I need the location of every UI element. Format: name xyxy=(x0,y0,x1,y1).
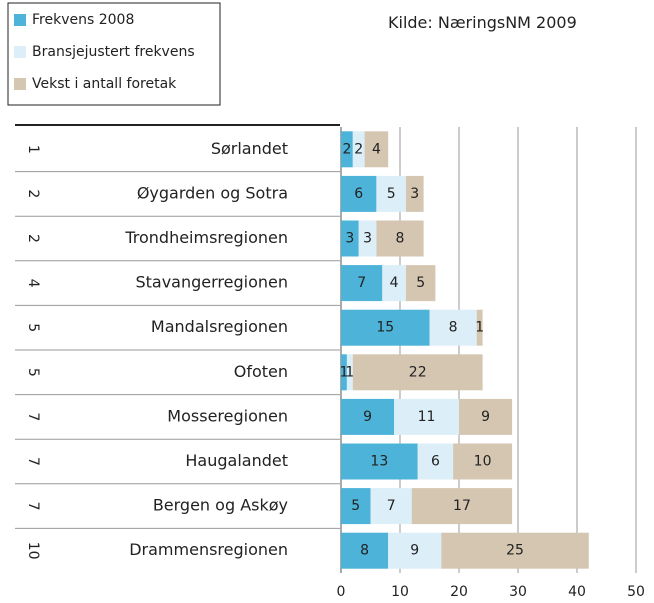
data-label: 9 xyxy=(481,409,490,425)
data-label: 7 xyxy=(357,275,366,291)
data-label: 11 xyxy=(418,409,436,425)
x-tick-label: 30 xyxy=(509,584,527,600)
bar-segment xyxy=(459,398,513,435)
rank-label: 5 xyxy=(25,323,41,332)
legend-box xyxy=(7,2,221,106)
bar-segment xyxy=(370,488,412,525)
bar-segment xyxy=(341,354,347,391)
data-label: 4 xyxy=(372,141,381,157)
legend-swatch xyxy=(14,14,26,26)
category-label: Mandalsregionen xyxy=(151,317,288,336)
bar-segment xyxy=(352,354,483,391)
bar-segment xyxy=(341,443,418,480)
bar-segment xyxy=(341,220,359,257)
category-label: Mosseregionen xyxy=(167,406,288,425)
bar-segment xyxy=(341,488,371,525)
rank-label: 2 xyxy=(25,234,41,243)
category-label: Haugalandet xyxy=(185,451,288,470)
data-label: 1 xyxy=(475,320,484,336)
bar-segment xyxy=(394,398,459,435)
data-label: 22 xyxy=(409,364,427,380)
bar-segment xyxy=(411,488,513,525)
data-label: 6 xyxy=(354,186,363,202)
data-label: 8 xyxy=(449,320,458,336)
source-note: Kilde: NæringsNM 2009 xyxy=(388,13,577,32)
rank-label: 7 xyxy=(25,412,41,421)
data-label: 3 xyxy=(363,231,372,247)
x-tick-label: 10 xyxy=(391,584,409,600)
bar-segment xyxy=(358,220,377,257)
bar-segment xyxy=(405,265,436,302)
bar-segment xyxy=(352,131,365,168)
category-label: Sørlandet xyxy=(211,139,288,158)
legend-swatch xyxy=(14,46,26,58)
x-tick-label: 50 xyxy=(627,584,645,600)
rank-label: 10 xyxy=(25,542,41,560)
bar-segment xyxy=(376,175,406,212)
bar-segment xyxy=(341,309,430,346)
category-label: Bergen og Askøy xyxy=(153,496,288,515)
data-label: 4 xyxy=(390,275,399,291)
bar-segment xyxy=(341,131,353,168)
data-label: 5 xyxy=(351,498,360,514)
rank-label: 4 xyxy=(25,279,41,288)
bar-segment xyxy=(346,354,353,391)
bar-segment xyxy=(382,265,406,302)
legend-label: Bransjejustert frekvens xyxy=(32,44,195,60)
data-label: 5 xyxy=(387,186,396,202)
data-label: 13 xyxy=(370,454,388,470)
category-label: Øygarden og Sotra xyxy=(137,183,288,202)
legend-label: Frekvens 2008 xyxy=(32,12,134,28)
data-label: 3 xyxy=(410,186,419,202)
category-label: Stavangerregionen xyxy=(135,273,288,292)
data-label: 7 xyxy=(387,498,396,514)
bar-segment xyxy=(453,443,513,480)
bar-segment xyxy=(376,220,424,257)
bar-segment xyxy=(341,265,383,302)
bar-segment xyxy=(364,131,389,168)
data-label: 1 xyxy=(345,364,354,380)
data-label: 9 xyxy=(410,543,419,559)
legend-label: Vekst i antall foretak xyxy=(32,76,177,92)
data-label: 2 xyxy=(342,141,351,157)
x-tick-label: 0 xyxy=(337,584,346,600)
data-label: 3 xyxy=(345,231,354,247)
bar-segment xyxy=(405,175,424,212)
data-label: 1 xyxy=(339,364,348,380)
bar-segment xyxy=(341,532,389,569)
data-label: 9 xyxy=(363,409,372,425)
bar-segment xyxy=(417,443,454,480)
rank-label: 7 xyxy=(25,457,41,466)
data-label: 8 xyxy=(396,231,405,247)
category-label: Drammensregionen xyxy=(129,540,288,559)
bar-segment xyxy=(341,398,395,435)
data-label: 10 xyxy=(474,454,492,470)
data-label: 25 xyxy=(506,543,524,559)
category-label: Ofoten xyxy=(234,362,288,381)
data-label: 8 xyxy=(360,543,369,559)
bar-segment xyxy=(341,175,377,212)
data-label: 15 xyxy=(376,320,394,336)
bar-segment xyxy=(388,532,442,569)
data-label: 2 xyxy=(354,141,363,157)
data-label: 6 xyxy=(431,454,440,470)
data-label: 17 xyxy=(453,498,471,514)
bar-segment xyxy=(476,309,483,346)
rank-label: 7 xyxy=(25,502,41,511)
x-tick-label: 40 xyxy=(568,584,586,600)
rank-label: 5 xyxy=(25,368,41,377)
bar-segment xyxy=(441,532,589,569)
data-label: 5 xyxy=(416,275,425,291)
legend-swatch xyxy=(14,78,26,90)
category-label: Trondheimsregionen xyxy=(124,228,288,247)
bar-segment xyxy=(429,309,477,346)
x-tick-label: 20 xyxy=(450,584,468,600)
rank-label: 2 xyxy=(25,189,41,198)
rank-label: 1 xyxy=(25,145,41,154)
